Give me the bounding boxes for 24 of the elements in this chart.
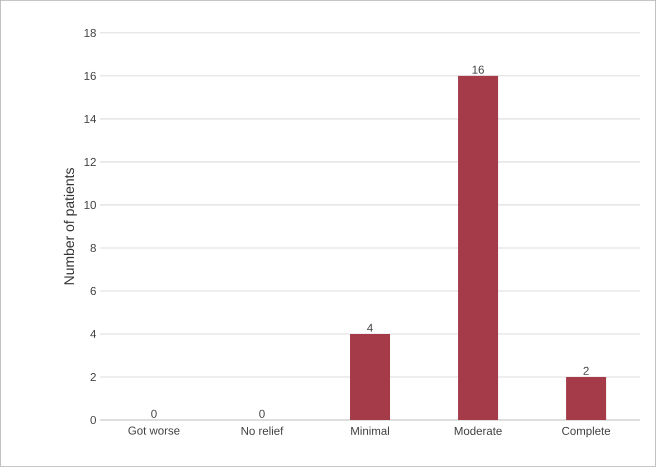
y-axis-title: Number of patients xyxy=(64,168,77,284)
y-tick-label: 10 xyxy=(84,200,96,210)
y-tick-label: 12 xyxy=(84,158,96,166)
bar xyxy=(350,334,390,420)
data-label: 0 xyxy=(259,410,265,418)
bar xyxy=(458,76,498,420)
x-tick-label: Got worse xyxy=(128,426,180,435)
x-tick-label: Minimal xyxy=(351,426,389,435)
y-tick-label: 16 xyxy=(84,72,96,80)
y-tick-label: 2 xyxy=(90,373,96,382)
data-label: 0 xyxy=(151,410,157,418)
y-tick-label: 8 xyxy=(90,244,96,252)
x-tick-label: No relief xyxy=(242,426,284,435)
x-tick-label: Moderate xyxy=(454,426,502,435)
y-tick-label: 18 xyxy=(84,28,96,37)
data-label: 4 xyxy=(367,324,373,332)
x-tick-label: Complete xyxy=(562,426,610,438)
y-tick-label: 0 xyxy=(90,416,96,424)
y-tick-label: 4 xyxy=(90,330,96,338)
bar xyxy=(566,377,606,420)
y-tick-label: 14 xyxy=(84,115,96,123)
data-label: 2 xyxy=(583,366,589,375)
y-tick-label: 6 xyxy=(90,286,96,296)
data-label: 16 xyxy=(472,66,484,74)
